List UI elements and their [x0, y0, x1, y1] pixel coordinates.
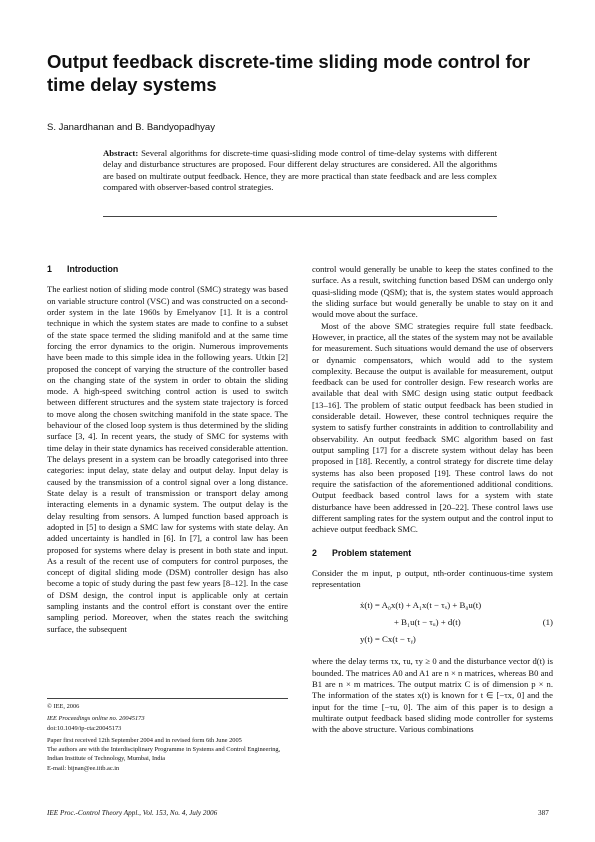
footnote: E-mail: bijnan@ee.iitb.ac.in: [47, 764, 120, 772]
section-heading: 1 Introduction: [47, 264, 288, 275]
authors: S. Janardhanan and B. Bandyopadhyay: [47, 122, 215, 133]
divider: [103, 216, 497, 217]
footnote: The authors are with the Interdisciplina…: [47, 746, 281, 763]
footnote: doi:10.1049/ip-cta:20045173: [47, 724, 122, 732]
footnote: IEE Proceedings online no. 20045173: [47, 715, 145, 723]
equation-number: (1): [542, 617, 553, 628]
page-number: 387: [538, 809, 549, 817]
footnote: Paper first received 12th September 2004…: [47, 736, 242, 744]
paragraph: where the delay terms τx, τu, τy ≥ 0 and…: [312, 656, 553, 735]
abstract: Abstract: Several algorithms for discret…: [103, 148, 497, 193]
footnote-rule: [47, 698, 288, 699]
equation: ẋ(t) = A₀x(t) + A₁x(t − τₓ) + B₀u(t) + B…: [312, 594, 553, 652]
section-title: Introduction: [67, 264, 119, 274]
equation-line: + B₁u(t − τᵤ) + d(t): [394, 617, 461, 628]
left-column: 1 Introduction The earliest notion of sli…: [47, 264, 288, 635]
section-title: Problem statement: [332, 547, 412, 558]
paragraph: The earliest notion of sliding mode cont…: [47, 284, 288, 634]
abstract-text: Several algorithms for discrete-time qua…: [103, 148, 498, 192]
title: Output feedback discrete-time sliding mo…: [47, 51, 531, 95]
equation-line: y(t) = Cx(t − τᵧ): [360, 634, 416, 645]
abstract-label: Abstract:: [103, 148, 139, 158]
section-number: 2: [312, 547, 317, 558]
footnote: © IEE, 2006: [47, 703, 80, 710]
paragraph: Most of the above SMC strategies require…: [312, 320, 553, 535]
section-heading: 2 Problem statement: [312, 548, 553, 559]
paragraph: Consider the m input, p output, nth-orde…: [312, 567, 553, 590]
paragraph: control would generally be unable to kee…: [312, 264, 553, 320]
footnotes: © IEE, 2006 IEE Proceedings online no. 2…: [47, 702, 288, 773]
section-number: 1: [47, 264, 52, 274]
journal-footer: IEE Proc.-Control Theory Appl., Vol. 153…: [47, 809, 218, 817]
equation-line: ẋ(t) = A₀x(t) + A₁x(t − τₓ) + B₀u(t): [360, 600, 482, 611]
right-column: control would generally be unable to kee…: [312, 264, 553, 736]
